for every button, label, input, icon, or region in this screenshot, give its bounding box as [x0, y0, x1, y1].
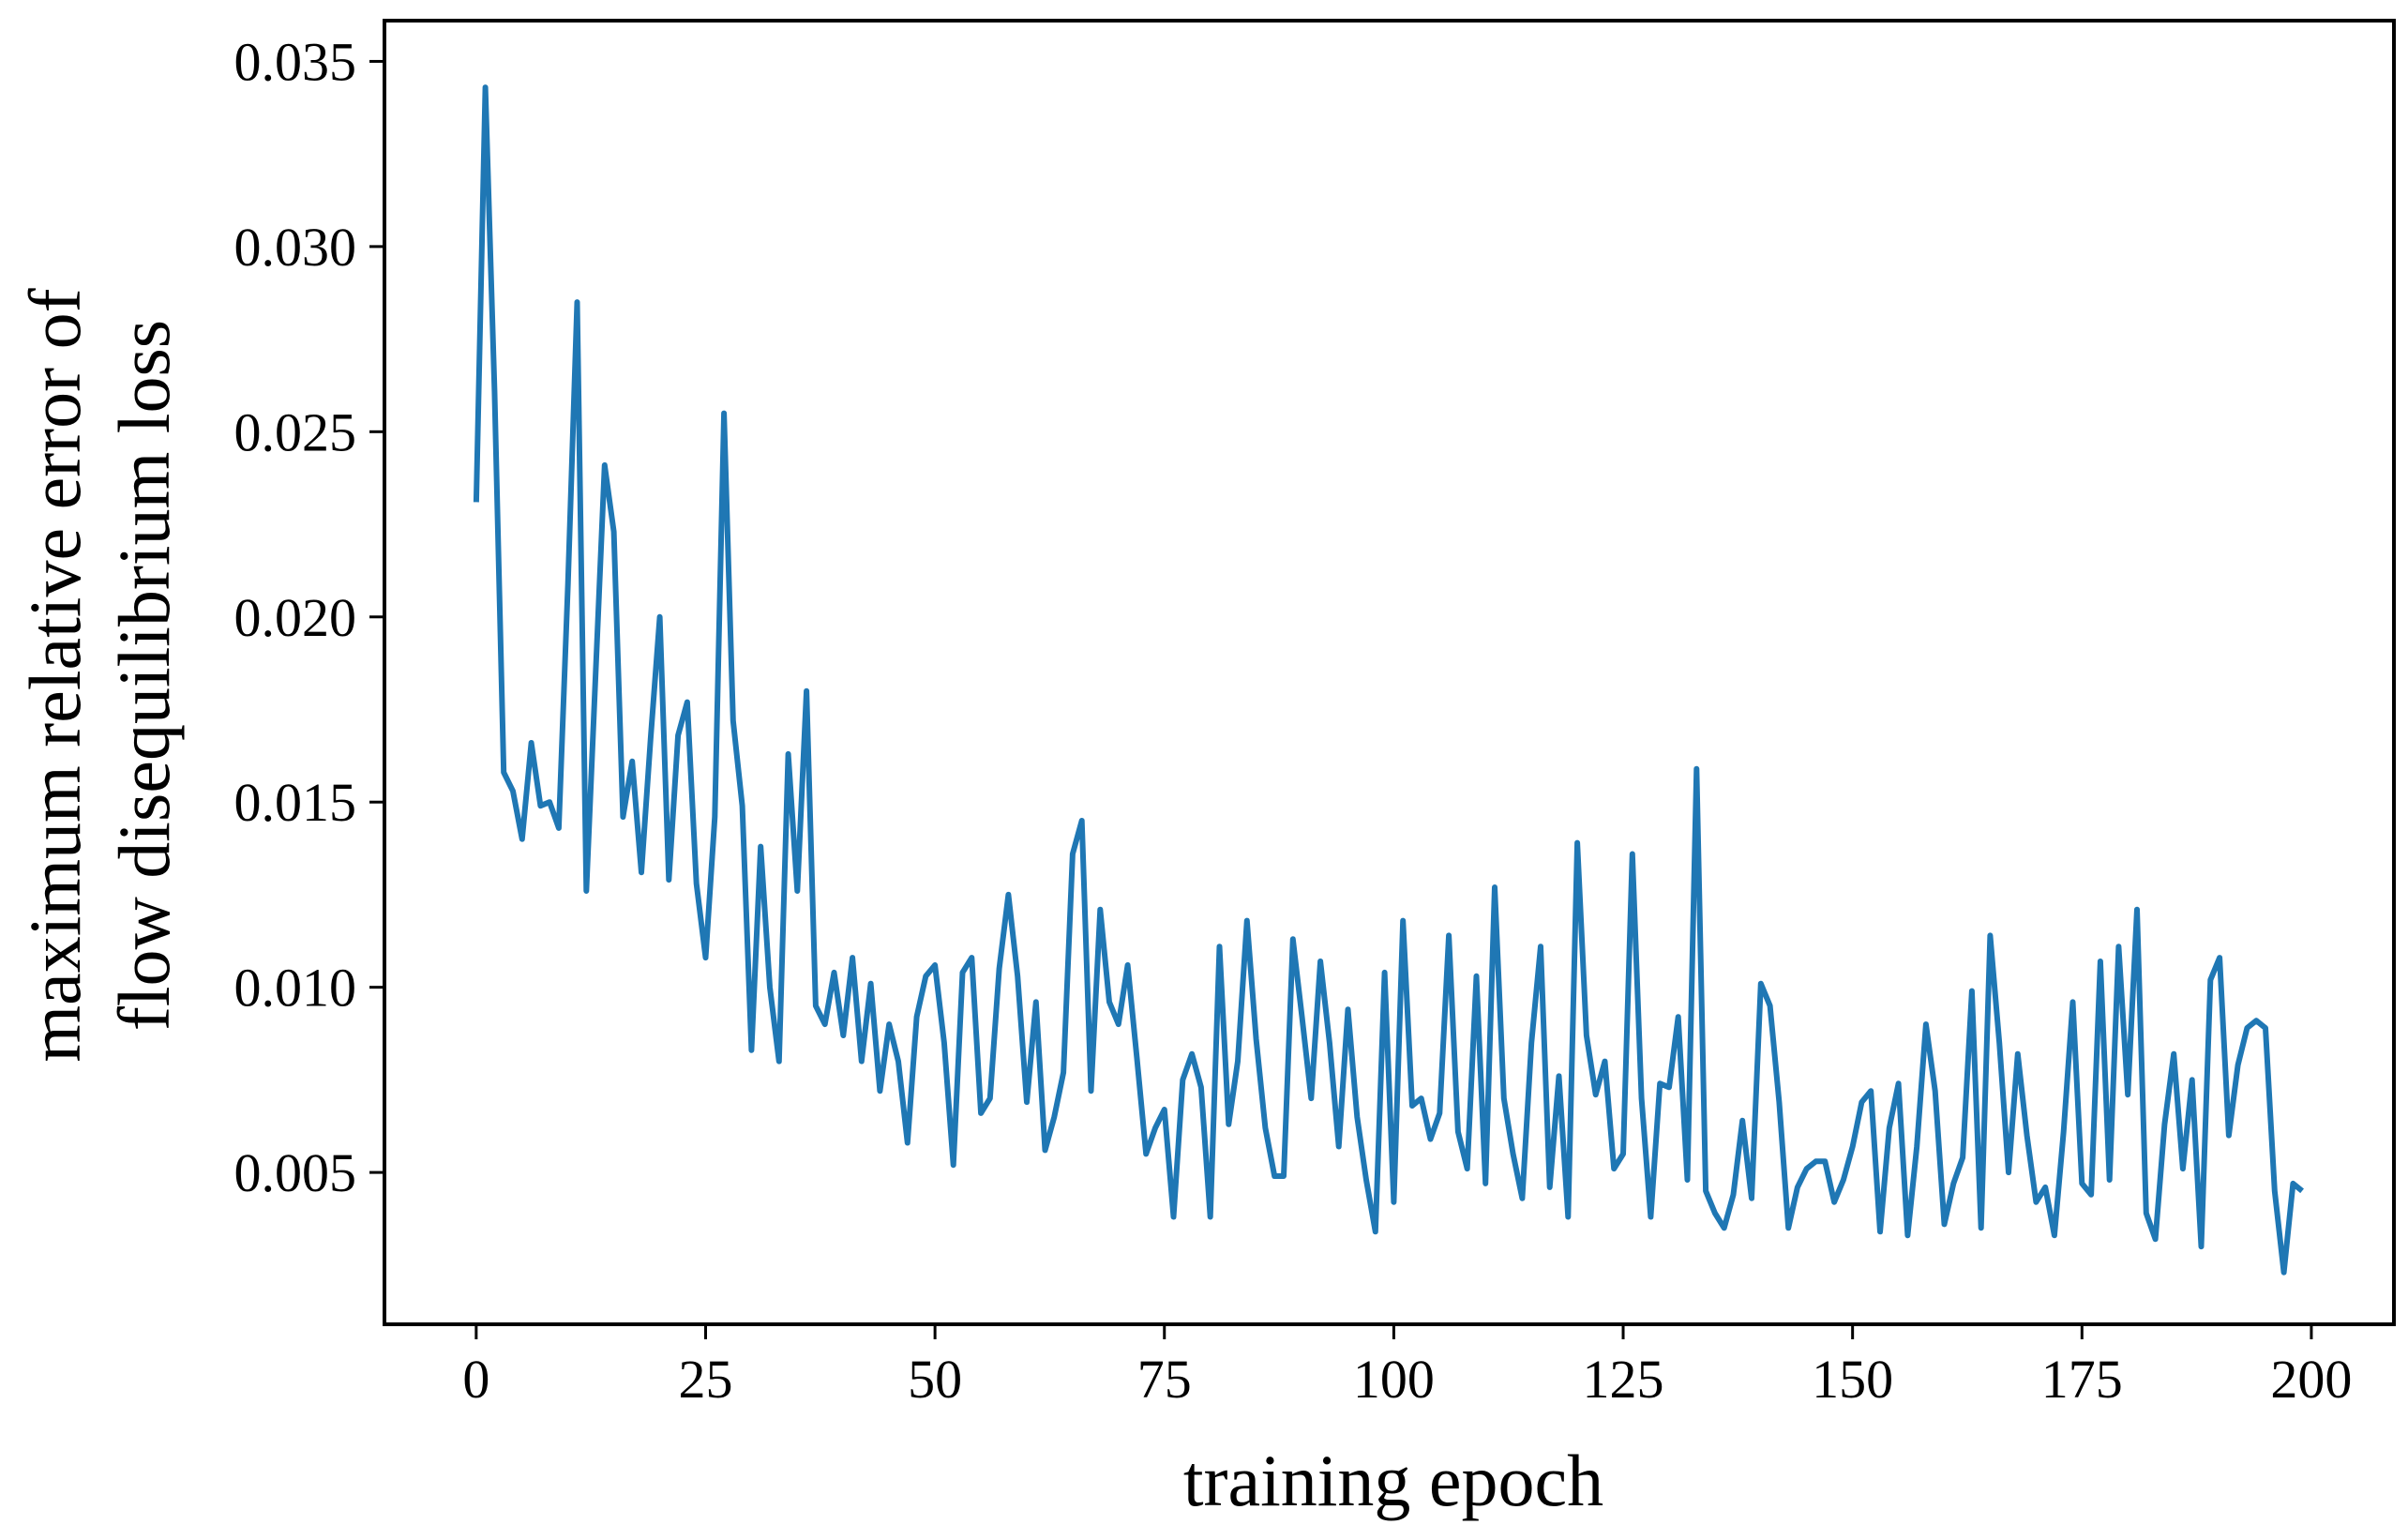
y-axis-title-line-1: maximum relative error of	[14, 288, 96, 1062]
plot-area	[473, 84, 2304, 1276]
y-tick-label: 0.025	[234, 401, 357, 462]
x-axis-title: training epoch	[1183, 1440, 1603, 1521]
x-tick-label: 175	[2041, 1349, 2123, 1410]
x-tick-label: 125	[1583, 1349, 1664, 1410]
x-tick-label: 0	[462, 1349, 489, 1410]
x-tick-label: 75	[1137, 1349, 1192, 1410]
x-tick-label: 100	[1353, 1349, 1435, 1410]
axes-frame	[383, 19, 2396, 1326]
x-tick-label: 150	[1812, 1349, 1893, 1410]
y-axis-ticks: 0.005 0.010 0.015 0.020 0.025 0.030 0.035	[234, 31, 384, 1203]
x-axis-ticks: 0 25 50 75 100 125 150 175 200	[462, 1324, 2352, 1410]
y-tick-label: 0.010	[234, 958, 357, 1019]
y-tick-label: 0.035	[234, 31, 357, 92]
x-tick-label: 50	[908, 1349, 962, 1410]
y-axis-title-line-2: flow disequilibrium loss	[103, 320, 185, 1031]
x-tick-label: 200	[2270, 1349, 2352, 1410]
y-tick-label: 0.015	[234, 772, 357, 833]
y-tick-label: 0.020	[234, 587, 357, 648]
x-tick-label: 25	[678, 1349, 732, 1410]
series-line-0	[473, 84, 2304, 1276]
y-tick-label: 0.030	[234, 217, 357, 278]
y-tick-label: 0.005	[234, 1142, 357, 1203]
